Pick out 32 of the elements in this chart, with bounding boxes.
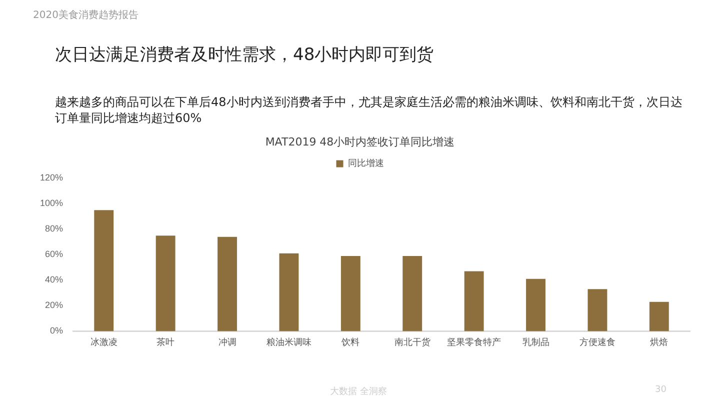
x-tick-label: 冰激凌 [90,337,118,348]
y-tick-label: 100% [40,198,64,208]
bar [526,278,546,332]
y-tick-label: 120% [40,172,64,183]
legend-label: 同比增速 [348,158,384,168]
bar [402,256,422,332]
y-tick-label: 20% [45,300,64,310]
y-tick-label: 40% [45,274,64,285]
bar [588,289,608,332]
bar [94,210,114,332]
x-tick-label: 方便速食 [579,337,616,348]
x-tick-label: 乳制品 [522,337,550,348]
y-tick-label: 0% [50,326,64,336]
x-tick-label: 坚果零食特产 [447,337,502,348]
y-tick-label: 80% [45,224,64,234]
x-tick-label: 烘焙 [650,337,668,348]
bar [649,302,669,332]
y-tick-label: 60% [45,249,64,260]
bar [218,236,237,332]
chart-title: MAT2019 48小时内签收订单同比增速 [265,135,455,148]
text: 2020美食消费趋势报告 [33,8,138,22]
x-tick-label: 粮油米调味 [266,337,312,348]
x-tick-label: 茶叶 [156,337,175,348]
bar [340,256,360,332]
text: 越来越多的商品可以在下单后48小时内送到消费者手中，尤其是家庭生活必需的粮油米调味、饮料和南北干货，次日达订单量同比增速均超过60% [55,94,684,126]
text: 次日达满足消费者及时性需求，48小时内即可到货 [55,44,434,66]
bar [464,271,484,332]
x-tick-label: 冲调 [218,337,236,348]
bar [156,236,176,332]
bar [279,253,299,332]
x-tick-label: 南北干货 [394,337,430,348]
x-tick-label: 饮料 [340,337,360,348]
